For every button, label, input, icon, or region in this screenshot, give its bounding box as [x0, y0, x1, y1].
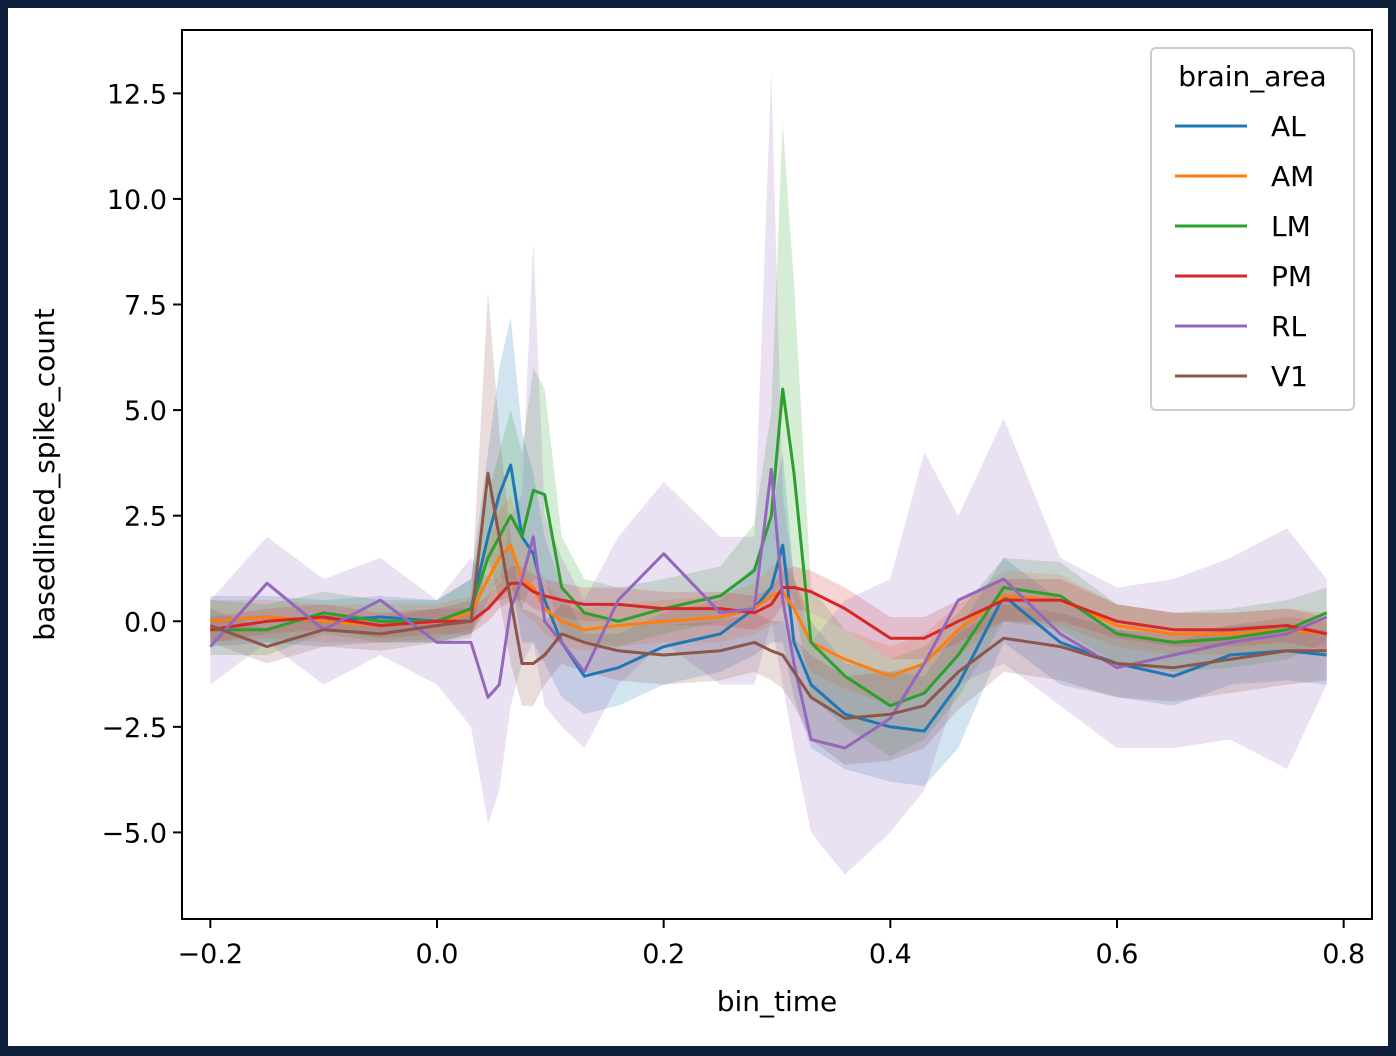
figure-frame: −0.2 0.0 0.2 0.4 0.6 0.8 −5.0 −2.5 0.0 2.5 5.0 7.5…	[8, 8, 1388, 1046]
y-tick-label: 7.5	[124, 291, 167, 322]
legend-label-al: AL	[1271, 110, 1306, 143]
x-axis-ticks: −0.2 0.0 0.2 0.4 0.6 0.8	[178, 919, 1365, 970]
y-axis-ticks: −5.0 −2.5 0.0 2.5 5.0 7.5 10.0 12.5	[101, 79, 182, 849]
y-tick-label: 0.0	[124, 607, 167, 638]
band-am	[210, 494, 1327, 706]
x-tick-label: 0.8	[1322, 939, 1365, 970]
plot-area-border	[181, 29, 1373, 920]
x-tick-label: 0.4	[869, 939, 912, 970]
y-tick-label: −5.0	[101, 818, 167, 849]
x-tick-label: 0.2	[642, 939, 685, 970]
band-v1	[210, 291, 1327, 765]
x-tick-label: 0.0	[416, 939, 459, 970]
band-al	[210, 317, 1327, 786]
y-tick-label: 10.0	[107, 185, 167, 216]
band-pm	[210, 566, 1327, 660]
y-tick-label: 12.5	[107, 79, 167, 110]
legend-label-pm: PM	[1271, 260, 1312, 293]
legend-label-v1: V1	[1271, 360, 1308, 393]
legend-title: brain_area	[1178, 60, 1326, 93]
legend-box	[1150, 47, 1355, 411]
series-line-pm	[210, 581, 1328, 640]
series-line-lm	[210, 387, 1328, 708]
series-lines	[209, 387, 1328, 750]
x-axis-label: bin_time	[717, 985, 838, 1018]
legend: brain_area AL AM LM PM RL V1	[1150, 47, 1355, 411]
y-tick-label: −2.5	[101, 713, 167, 744]
y-axis-label: basedlined_spike_count	[28, 308, 61, 640]
series-line-rl	[209, 467, 1328, 750]
legend-label-rl: RL	[1271, 310, 1306, 343]
legend-label-am: AM	[1271, 160, 1314, 193]
x-tick-label: 0.6	[1096, 939, 1139, 970]
legend-label-lm: LM	[1271, 210, 1311, 243]
y-tick-label: 2.5	[124, 502, 167, 533]
band-rl	[210, 72, 1327, 875]
legend-items: AL AM LM PM RL V1	[1175, 110, 1314, 393]
series-line-v1	[209, 471, 1327, 720]
y-tick-label: 5.0	[124, 396, 167, 427]
line-chart: −0.2 0.0 0.2 0.4 0.6 0.8 −5.0 −2.5 0.0 2.5 5.0 7.5…	[28, 29, 1373, 1018]
x-tick-label: −0.2	[178, 939, 244, 970]
